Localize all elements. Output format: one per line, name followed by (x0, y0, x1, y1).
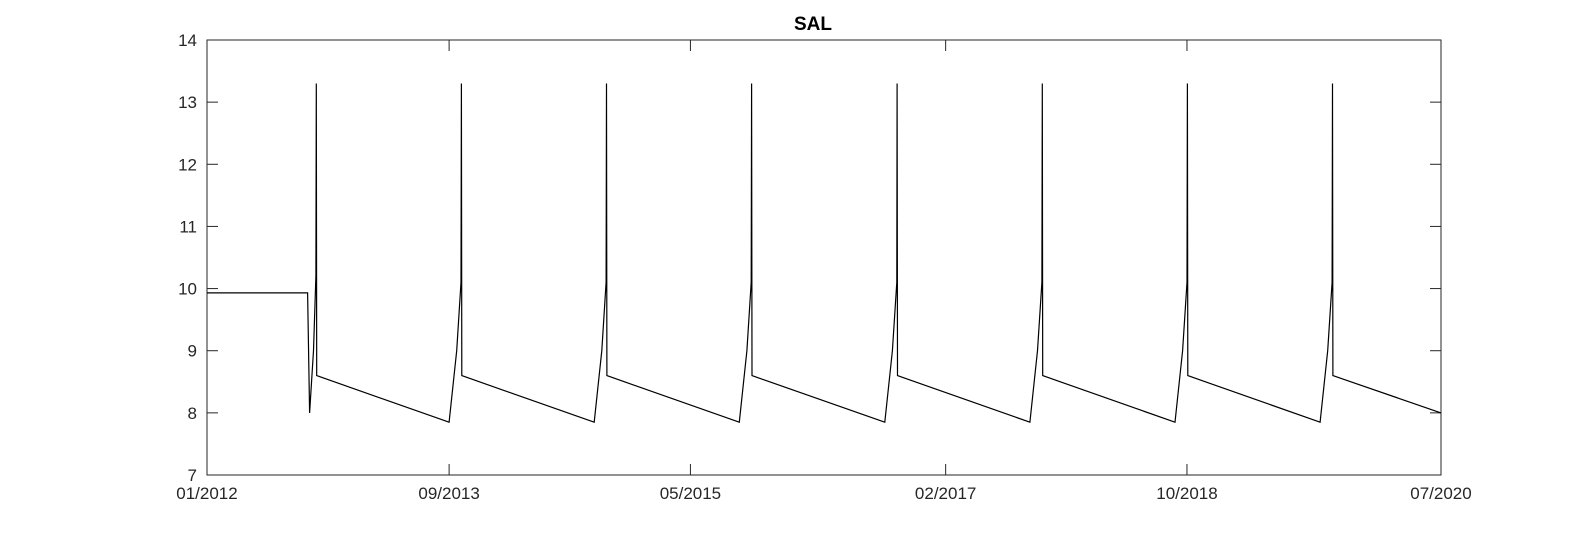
tick-labels: 7 8 9 10 11 12 13 14 01/2012 09/2013 05/2015 02/201… (176, 31, 1471, 503)
axis-ticks (206, 39, 1442, 476)
x-tick-label: 05/2015 (660, 484, 721, 503)
x-tick-label: 01/2012 (176, 484, 237, 503)
x-tick-label: 10/2018 (1156, 484, 1217, 503)
x-tick-label: 07/2020 (1410, 484, 1471, 503)
y-tick-label: 11 (179, 217, 197, 236)
y-tick-label: 12 (178, 155, 197, 174)
x-tick-label: 02/2017 (915, 484, 976, 503)
chart-title: SAL (794, 14, 832, 35)
y-tick-label: 14 (178, 31, 197, 50)
plot-area (206, 39, 1442, 476)
y-tick-label: 10 (178, 280, 197, 299)
series-line (207, 83, 1442, 424)
y-tick-label: 7 (188, 466, 197, 485)
y-tick-label: 13 (178, 93, 197, 112)
x-tick-label: 09/2013 (418, 484, 479, 503)
y-tick-label: 9 (188, 342, 197, 361)
y-tick-label: 8 (188, 404, 197, 423)
